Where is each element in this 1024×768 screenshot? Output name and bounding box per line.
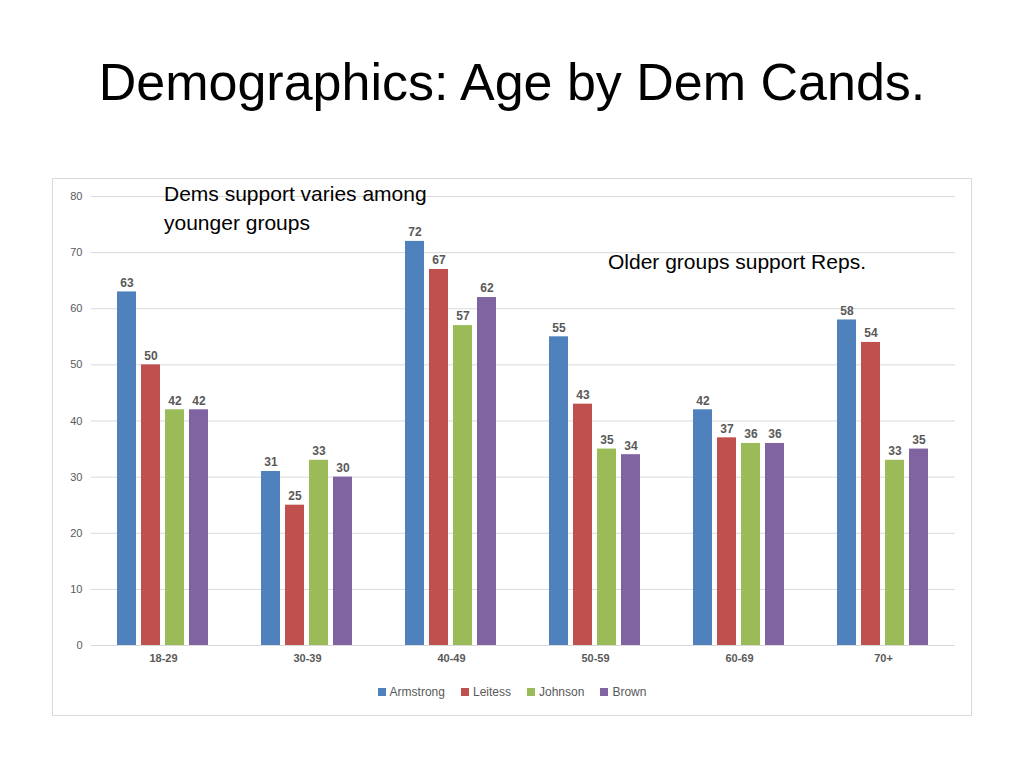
svg-text:55: 55 — [552, 321, 566, 335]
svg-text:36: 36 — [744, 427, 758, 441]
svg-text:34: 34 — [624, 439, 638, 453]
svg-text:35: 35 — [600, 433, 614, 447]
svg-text:37: 37 — [720, 422, 734, 436]
svg-text:36: 36 — [768, 427, 782, 441]
svg-text:43: 43 — [576, 388, 590, 402]
svg-text:54: 54 — [864, 326, 878, 340]
svg-text:20: 20 — [70, 527, 82, 539]
svg-text:0: 0 — [76, 639, 82, 651]
svg-text:67: 67 — [432, 253, 446, 267]
svg-text:30: 30 — [70, 471, 82, 483]
svg-text:30-39: 30-39 — [293, 652, 321, 664]
svg-text:60-69: 60-69 — [725, 652, 753, 664]
svg-text:63: 63 — [120, 276, 134, 290]
svg-text:50: 50 — [144, 349, 158, 363]
svg-text:33: 33 — [888, 444, 902, 458]
svg-text:57: 57 — [456, 309, 470, 323]
svg-text:58: 58 — [840, 304, 854, 318]
svg-text:25: 25 — [288, 489, 302, 503]
svg-text:60: 60 — [70, 302, 82, 314]
svg-text:70: 70 — [70, 246, 82, 258]
svg-text:50-59: 50-59 — [581, 652, 609, 664]
svg-text:31: 31 — [264, 455, 278, 469]
svg-text:35: 35 — [912, 433, 926, 447]
svg-text:72: 72 — [408, 225, 422, 239]
svg-text:18-29: 18-29 — [149, 652, 177, 664]
svg-text:42: 42 — [168, 394, 182, 408]
svg-text:33: 33 — [312, 444, 326, 458]
svg-text:40: 40 — [70, 415, 82, 427]
svg-text:50: 50 — [70, 358, 82, 370]
svg-text:42: 42 — [696, 394, 710, 408]
svg-text:70+: 70+ — [874, 652, 893, 664]
svg-text:42: 42 — [192, 394, 206, 408]
svg-text:30: 30 — [336, 461, 350, 475]
svg-text:10: 10 — [70, 583, 82, 595]
svg-text:62: 62 — [480, 281, 494, 295]
svg-text:40-49: 40-49 — [437, 652, 465, 664]
svg-text:80: 80 — [70, 190, 82, 202]
